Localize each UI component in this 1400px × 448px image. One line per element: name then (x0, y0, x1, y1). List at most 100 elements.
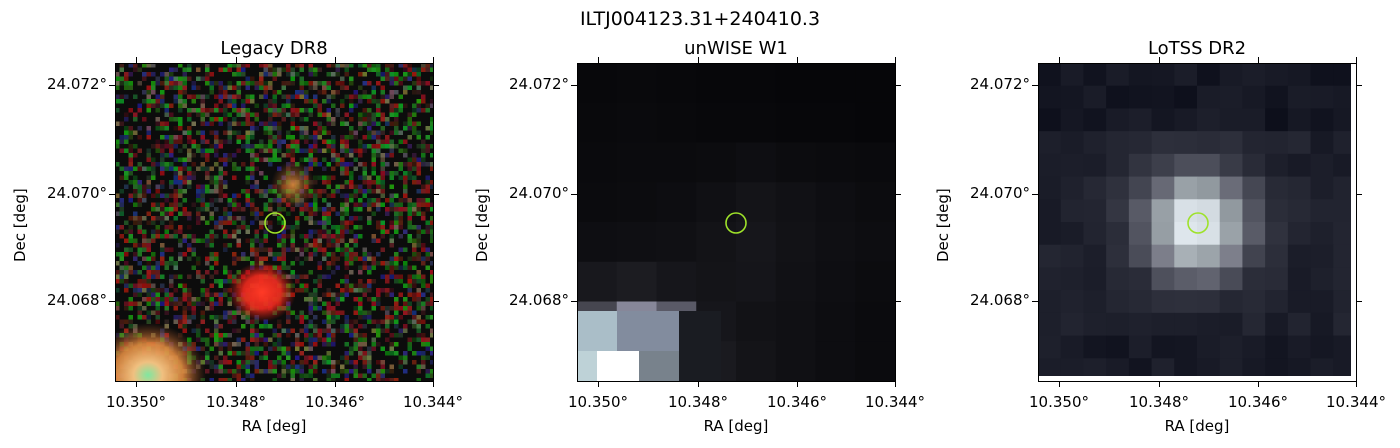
noise-pixel (317, 162, 322, 167)
noise-pixel (223, 108, 228, 113)
noise-pixel (389, 193, 394, 198)
noise-pixel (178, 148, 183, 153)
noise-pixel (416, 135, 421, 140)
noise-pixel (340, 238, 345, 243)
noise-pixel (241, 378, 246, 381)
noise-pixel (196, 166, 201, 171)
noise-pixel (178, 126, 183, 131)
noise-pixel (430, 153, 433, 158)
noise-pixel (340, 144, 345, 149)
noise-pixel (416, 229, 421, 234)
noise-pixel (421, 99, 426, 104)
noise-pixel (196, 193, 201, 198)
noise-pixel (205, 67, 210, 72)
noise-pixel (394, 90, 399, 95)
lotss-pixel (1083, 108, 1107, 132)
noise-pixel (209, 175, 214, 180)
noise-pixel (362, 265, 367, 270)
red-source (228, 262, 296, 322)
noise-pixel (385, 306, 390, 311)
noise-pixel (313, 328, 318, 333)
noise-pixel (205, 81, 210, 86)
noise-pixel (209, 216, 214, 221)
noise-pixel (403, 171, 408, 176)
noise-pixel (178, 157, 183, 162)
noise-pixel (421, 198, 426, 203)
unwise-pixel (656, 261, 697, 302)
noise-pixel (128, 157, 133, 162)
noise-pixel (164, 139, 169, 144)
noise-pixel (344, 265, 349, 270)
noise-pixel (367, 94, 372, 99)
noise-pixel (227, 333, 232, 338)
noise-pixel (349, 135, 354, 140)
noise-pixel (119, 234, 124, 239)
noise-pixel (331, 364, 336, 369)
noise-pixel (313, 243, 318, 248)
noise-pixel (308, 234, 313, 239)
noise-pixel (169, 67, 174, 72)
noise-pixel (268, 103, 273, 108)
noise-pixel (254, 351, 259, 356)
noise-pixel (299, 364, 304, 369)
noise-pixel (205, 175, 210, 180)
noise-pixel (259, 225, 264, 230)
noise-pixel (358, 333, 363, 338)
noise-pixel (250, 144, 255, 149)
noise-pixel (155, 292, 160, 297)
noise-pixel (344, 369, 349, 374)
noise-pixel (200, 99, 205, 104)
noise-pixel (290, 157, 295, 162)
noise-pixel (236, 135, 241, 140)
noise-pixel (205, 166, 210, 171)
noise-pixel (236, 121, 241, 126)
noise-pixel (416, 99, 421, 104)
noise-pixel (425, 373, 430, 378)
noise-pixel (214, 355, 219, 360)
lotss-pixel (1128, 199, 1153, 223)
noise-pixel (236, 328, 241, 333)
noise-pixel (394, 342, 399, 347)
noise-pixel (164, 85, 169, 90)
noise-pixel (380, 130, 385, 135)
noise-pixel (236, 216, 241, 221)
noise-pixel (232, 216, 237, 221)
noise-pixel (218, 292, 223, 297)
noise-pixel (214, 207, 219, 212)
noise-pixel (389, 292, 394, 297)
lotss-pixel (1219, 290, 1243, 314)
unwise-pixel (775, 341, 816, 381)
x-tick-top (433, 57, 434, 63)
noise-pixel (196, 333, 201, 338)
noise-pixel (430, 85, 433, 90)
noise-pixel (425, 229, 430, 234)
lotss-pixel (1174, 63, 1198, 87)
noise-pixel (349, 108, 354, 113)
noise-pixel (331, 292, 336, 297)
noise-pixel (290, 108, 295, 113)
noise-pixel (394, 193, 399, 198)
noise-pixel (263, 72, 268, 77)
noise-pixel (124, 270, 129, 275)
noise-pixel (263, 121, 268, 126)
noise-pixel (376, 121, 381, 126)
lotss-pixel (1310, 131, 1334, 155)
corner-source (115, 323, 206, 381)
lotss-pixel (1151, 63, 1175, 87)
noise-pixel (407, 162, 412, 167)
noise-pixel (164, 207, 169, 212)
noise-pixel (353, 252, 358, 257)
noise-pixel (142, 166, 147, 171)
noise-pixel (295, 72, 300, 77)
noise-pixel (385, 337, 390, 342)
noise-pixel (187, 76, 192, 81)
unwise-pixel (815, 261, 856, 302)
lotss-pixel (1083, 358, 1107, 381)
noise-pixel (326, 193, 331, 198)
noise-pixel (196, 238, 201, 243)
lotss-pixel (1219, 199, 1243, 223)
noise-pixel (380, 139, 385, 144)
noise-pixel (160, 184, 165, 189)
noise-pixel (425, 108, 430, 113)
noise-pixel (344, 144, 349, 149)
